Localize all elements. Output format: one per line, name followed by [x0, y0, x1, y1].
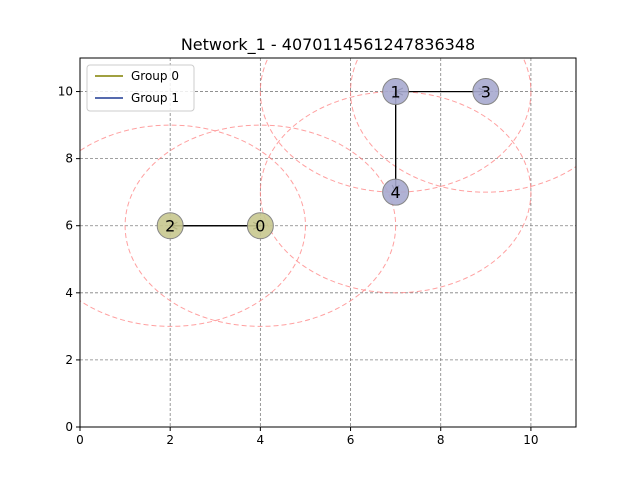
- legend-label-0: Group 0: [131, 69, 179, 83]
- node-4: [382, 178, 410, 206]
- y-tick-label: 8: [65, 152, 73, 166]
- plot-area: [80, 58, 576, 427]
- y-tick-label: 0: [65, 420, 73, 434]
- range-circle-3: [350, 58, 576, 193]
- node-1: [382, 78, 410, 106]
- range-circle-4: [259, 91, 532, 294]
- x-tick-label: 6: [347, 433, 355, 447]
- y-tick-label: 4: [65, 286, 73, 300]
- y-tick-label: 10: [58, 85, 73, 99]
- x-tick-label: 10: [523, 433, 538, 447]
- chart-title: Network_1 - 4070114561247836348: [181, 35, 475, 55]
- legend-label-1: Group 1: [131, 91, 179, 105]
- node-2: [156, 212, 184, 240]
- nodes: 0 1 2 3 4: [156, 78, 500, 240]
- x-tick-label: 2: [166, 433, 174, 447]
- node-0: [246, 212, 274, 240]
- node-label-3: 3: [481, 83, 491, 102]
- plot-frame: [79, 57, 577, 428]
- y-tick-label: 2: [65, 353, 73, 367]
- x-tick-label: 0: [76, 433, 84, 447]
- x-tick-label: 8: [437, 433, 445, 447]
- range-circle-0: [124, 124, 397, 327]
- node-label-2: 2: [165, 217, 175, 236]
- node-label-4: 4: [391, 183, 401, 202]
- legend: Group 0 Group 1: [86, 64, 195, 112]
- y-tick-label: 6: [65, 219, 73, 233]
- node-3: [472, 78, 500, 106]
- x-tick-label: 4: [257, 433, 265, 447]
- node-label-0: 0: [255, 217, 265, 236]
- x-axis-ticks: 0 2 4 6 8 10: [76, 427, 539, 447]
- node-label-1: 1: [391, 83, 401, 102]
- range-circle-2: [80, 124, 306, 327]
- y-axis-ticks: 0 2 4 6 8 10: [58, 85, 80, 434]
